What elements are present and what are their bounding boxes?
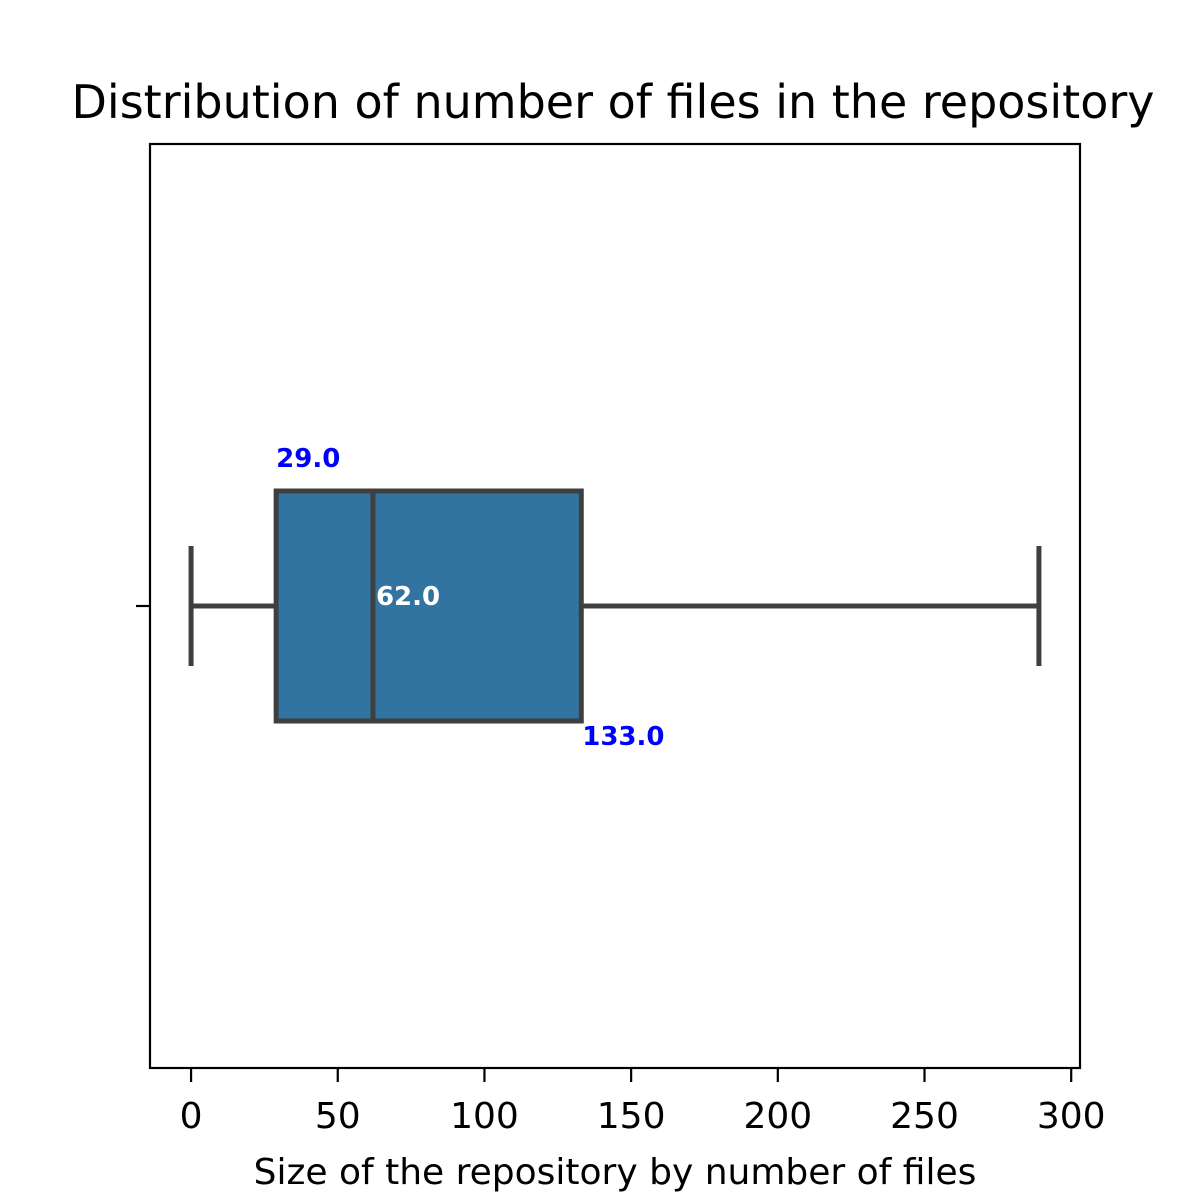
q3-annotation: 133.0	[582, 722, 664, 752]
x-tick-label: 250	[890, 1096, 959, 1137]
x-tick-label: 150	[597, 1096, 666, 1137]
x-axis-label: Size of the repository by number of file…	[254, 1152, 977, 1193]
x-tick-label: 300	[1037, 1096, 1106, 1137]
x-axis-ticks: 0 50 100 150 200 250 300	[180, 1068, 1106, 1137]
chart-title: Distribution of number of files in the r…	[72, 75, 1155, 129]
median-annotation: 62.0	[376, 582, 440, 612]
x-tick-label: 200	[743, 1096, 812, 1137]
boxplot	[188, 488, 1042, 724]
interquartile-box	[273, 488, 584, 724]
x-tick-label: 100	[450, 1096, 519, 1137]
x-tick-label: 0	[180, 1096, 203, 1137]
q1-annotation: 29.0	[276, 444, 340, 474]
x-tick-label: 50	[315, 1096, 361, 1137]
